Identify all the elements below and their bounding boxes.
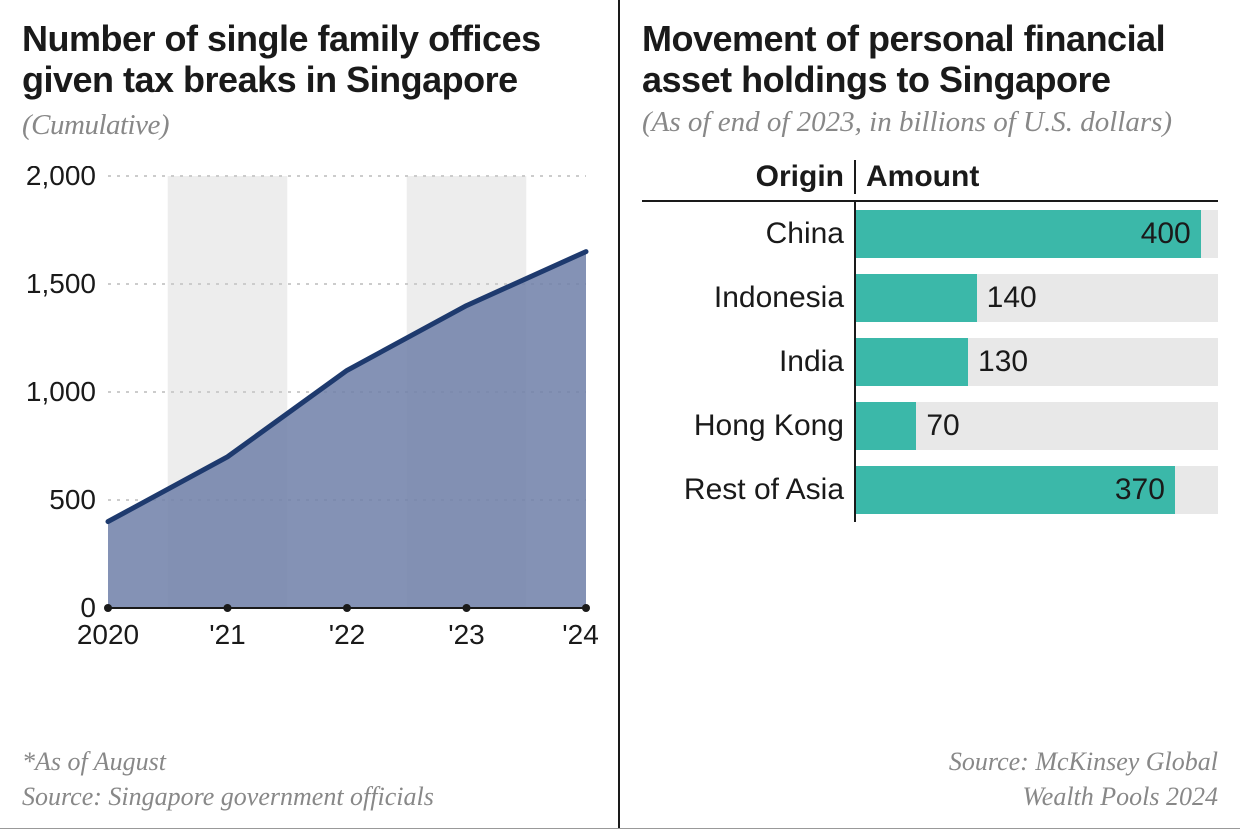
bar-table: Origin Amount China 400 Indonesia 140 India 1… xyxy=(642,160,1218,734)
svg-text:'21: '21 xyxy=(209,619,246,650)
bar-row: China 400 xyxy=(642,202,1218,266)
right-title: Movement of personal financial asset hol… xyxy=(642,18,1218,101)
svg-text:500: 500 xyxy=(49,484,96,515)
bar-value-label: 140 xyxy=(987,281,1037,315)
bar-header-origin: Origin xyxy=(642,160,856,194)
bar-fill xyxy=(856,402,916,450)
bar-fill xyxy=(856,338,968,386)
figure-container: Number of single family offices given ta… xyxy=(0,0,1240,829)
bar-row: Indonesia 140 xyxy=(642,266,1218,330)
bar-track: 370 xyxy=(856,458,1218,522)
left-title: Number of single family offices given ta… xyxy=(22,18,596,142)
bar-origin-label: China xyxy=(642,202,856,266)
left-footnote-line1: *As of August xyxy=(22,744,596,779)
bar-origin-label: Indonesia xyxy=(642,266,856,330)
svg-text:'23: '23 xyxy=(448,619,485,650)
right-panel: Movement of personal financial asset hol… xyxy=(620,0,1240,828)
bar-value-label: 400 xyxy=(1141,217,1191,251)
bar-origin-label: Rest of Asia xyxy=(642,458,856,522)
right-subtitle: (As of end of 2023, in billions of U.S. … xyxy=(642,105,1218,140)
left-title-text: Number of single family offices given ta… xyxy=(22,18,541,100)
bar-header: Origin Amount xyxy=(642,160,1218,202)
svg-text:2,000: 2,000 xyxy=(26,166,96,191)
left-panel: Number of single family offices given ta… xyxy=(0,0,620,828)
right-footnote-line1: Source: McKinsey Global xyxy=(642,744,1218,779)
bar-track: 400 xyxy=(856,202,1218,266)
bar-header-amount: Amount xyxy=(856,160,1218,194)
svg-text:1,500: 1,500 xyxy=(26,268,96,299)
bar-row: India 130 xyxy=(642,330,1218,394)
svg-text:'22: '22 xyxy=(329,619,366,650)
svg-text:2020: 2020 xyxy=(77,619,139,650)
area-chart-svg: 05001,0001,5002,0002020'21'22'23'24* xyxy=(22,166,598,656)
bar-row: Rest of Asia 370 xyxy=(642,458,1218,522)
bar-value-label: 130 xyxy=(978,345,1028,379)
area-chart: 05001,0001,5002,0002020'21'22'23'24* xyxy=(22,166,596,734)
bar-origin-label: India xyxy=(642,330,856,394)
bar-value-label: 70 xyxy=(926,409,959,443)
svg-text:1,000: 1,000 xyxy=(26,376,96,407)
left-subtitle: (Cumulative) xyxy=(22,109,169,141)
bar-track: 130 xyxy=(856,330,1218,394)
bar-value-label: 370 xyxy=(1115,473,1165,507)
right-footnote-line2: Wealth Pools 2024 xyxy=(642,779,1218,814)
bar-rows: China 400 Indonesia 140 India 130 Hong Kong 70 R… xyxy=(642,202,1218,522)
bar-track: 70 xyxy=(856,394,1218,458)
bar-fill xyxy=(856,274,977,322)
svg-text:'24*: '24* xyxy=(562,619,598,650)
bar-origin-label: Hong Kong xyxy=(642,394,856,458)
right-footnote: Source: McKinsey Global Wealth Pools 202… xyxy=(642,744,1218,814)
bar-track: 140 xyxy=(856,266,1218,330)
left-footnote-line2: Source: Singapore government officials xyxy=(22,779,596,814)
bar-row: Hong Kong 70 xyxy=(642,394,1218,458)
left-footnote: *As of August Source: Singapore governme… xyxy=(22,744,596,814)
